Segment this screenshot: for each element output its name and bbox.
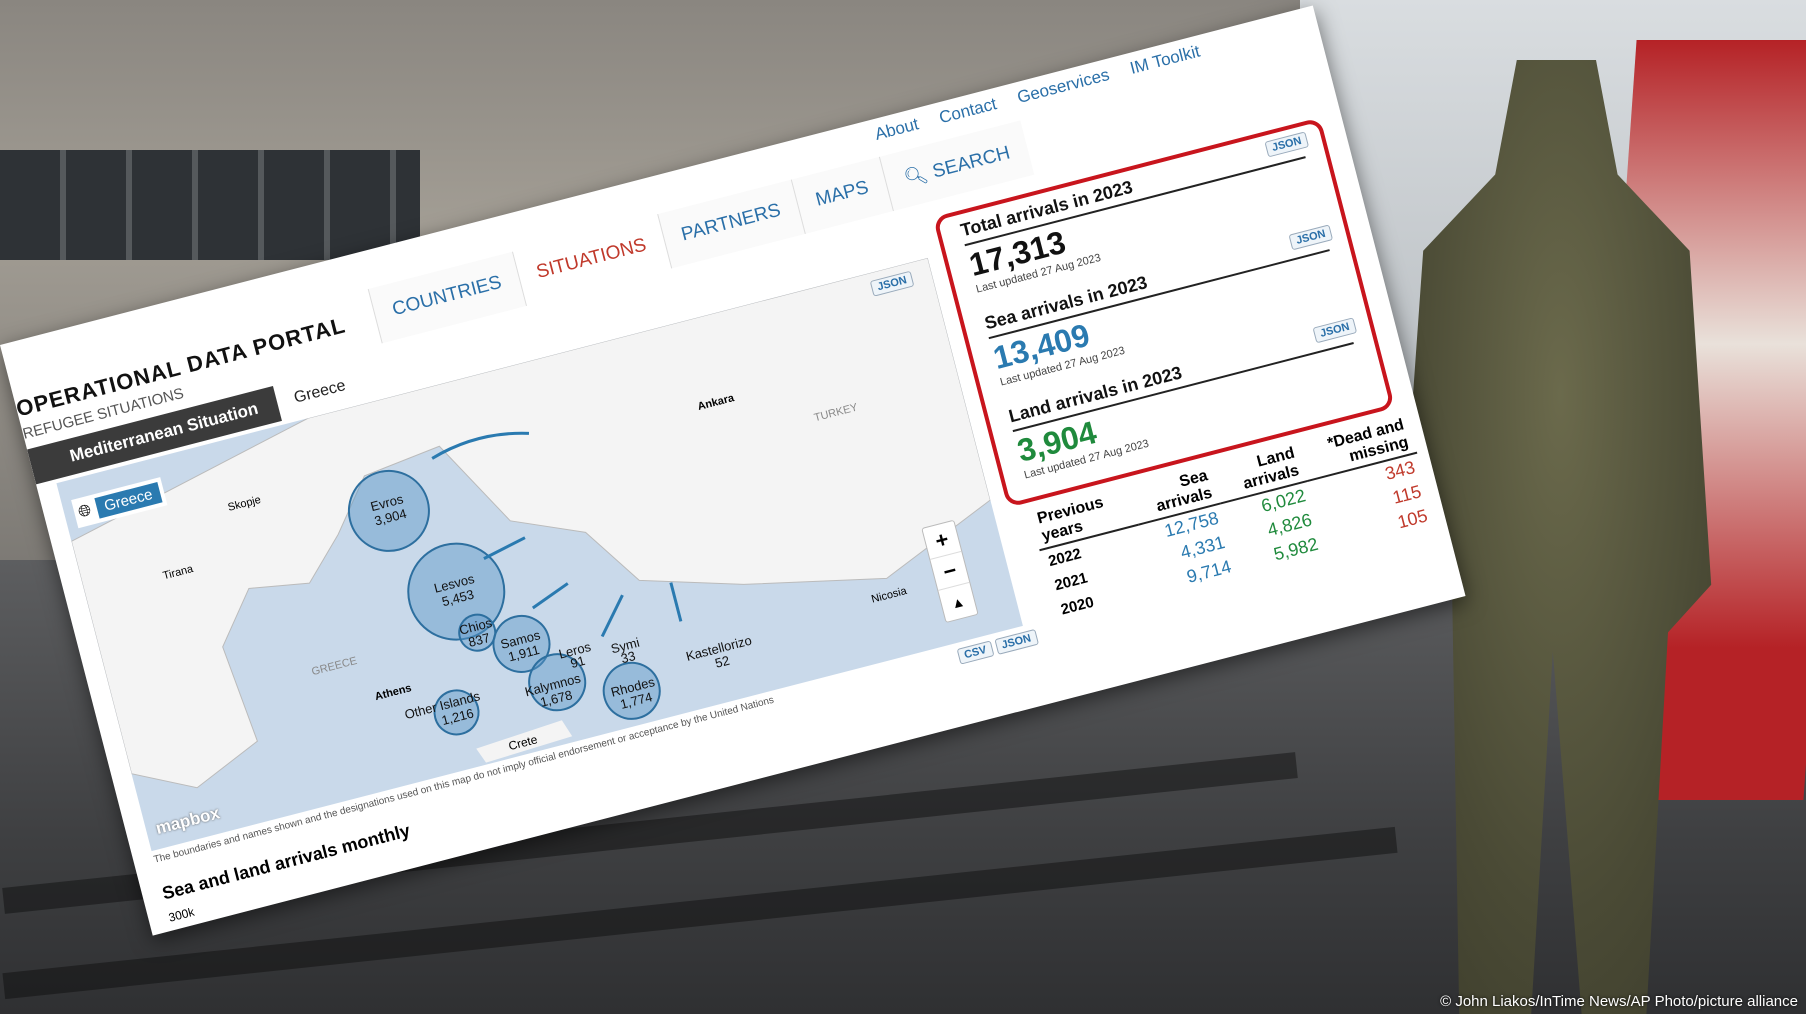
globe-icon: 🌐︎ bbox=[76, 501, 94, 521]
link-contact[interactable]: Contact bbox=[937, 94, 999, 128]
crete-land bbox=[476, 720, 573, 763]
land-mass bbox=[70, 257, 991, 789]
json-button[interactable]: JSON bbox=[994, 628, 1039, 655]
bubble-evros[interactable] bbox=[340, 462, 437, 559]
arrow-icon bbox=[531, 582, 569, 610]
value-symi: 33 bbox=[619, 648, 637, 666]
arrow-icon bbox=[600, 594, 624, 638]
bubble-other-islands[interactable] bbox=[430, 686, 484, 740]
bubble-rhodes[interactable] bbox=[598, 657, 666, 725]
compass-button[interactable]: ▲ bbox=[949, 592, 967, 612]
search-label: SEARCH bbox=[930, 142, 1013, 183]
chart-tick: 300k bbox=[167, 904, 196, 925]
portal-screenshot: About Contact Geoservices IM Toolkit OPE… bbox=[0, 5, 1466, 936]
arrivals-map[interactable]: Evros 3,904 Lesvos 5,453 Chios 837 Samos… bbox=[56, 257, 1023, 852]
label-nicosia: Nicosia bbox=[870, 585, 909, 606]
bubble-kalymnos[interactable] bbox=[523, 648, 591, 716]
value-chios: 837 bbox=[467, 630, 492, 650]
link-about[interactable]: About bbox=[872, 114, 921, 144]
label-greece: GREECE bbox=[310, 655, 358, 678]
label-athens: Athens bbox=[374, 682, 413, 703]
label-symi: Symi bbox=[609, 635, 641, 657]
csv-button[interactable]: CSV bbox=[956, 640, 995, 665]
tab-maps[interactable]: MAPS bbox=[791, 156, 894, 234]
arrows bbox=[431, 431, 683, 638]
map-canvas: Evros 3,904 Lesvos 5,453 Chios 837 Samos… bbox=[70, 257, 991, 789]
arrow-icon bbox=[431, 431, 530, 460]
tab-situations[interactable]: SITUATIONS bbox=[511, 214, 671, 307]
bubble-chios[interactable] bbox=[455, 611, 499, 655]
arrow-icon bbox=[669, 582, 683, 622]
value-leros: 91 bbox=[569, 653, 587, 671]
value-kastellorizo: 52 bbox=[713, 653, 731, 671]
tab-countries[interactable]: COUNTRIES bbox=[367, 251, 526, 344]
photo-credit: © John Liakos/InTime News/AP Photo/pictu… bbox=[1440, 993, 1798, 1010]
building-windows bbox=[0, 150, 420, 260]
arrow-icon bbox=[483, 536, 526, 560]
tab-partners[interactable]: PARTNERS bbox=[656, 179, 806, 269]
bubble-samos[interactable] bbox=[487, 610, 555, 678]
